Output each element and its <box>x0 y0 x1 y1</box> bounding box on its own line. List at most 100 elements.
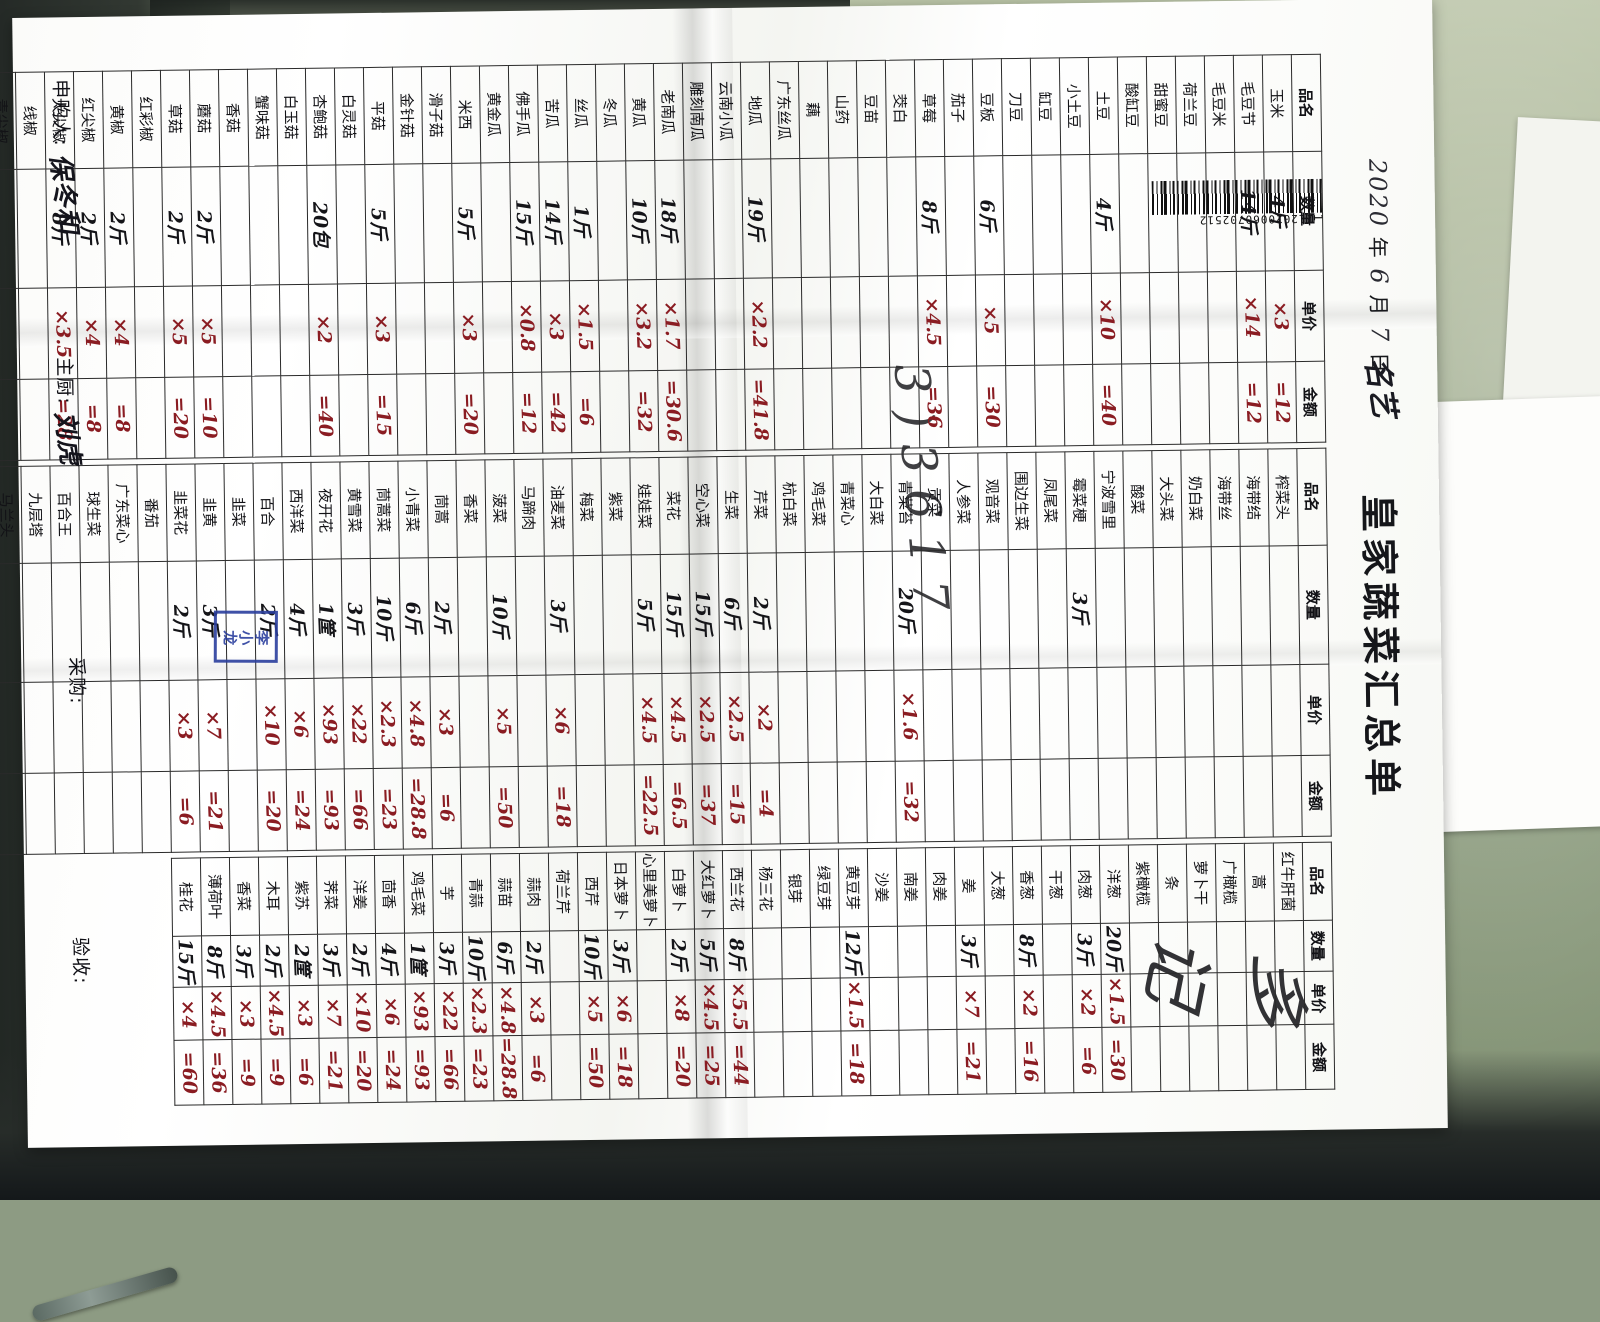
table-row[interactable]: 蒜苗 6斤 ×4.8 =28.8 <box>490 853 523 1101</box>
cell-quantity[interactable] <box>834 551 865 672</box>
cell-unit-price[interactable] <box>337 283 368 375</box>
cell-amount[interactable] <box>141 771 172 853</box>
table-row[interactable]: 萝卜干 <box>1186 843 1219 1092</box>
cell-unit-price[interactable] <box>1270 664 1302 756</box>
cell-quantity[interactable]: 3斤 <box>1066 548 1097 668</box>
cell-quantity[interactable]: 4斤 <box>1263 151 1295 271</box>
table-row[interactable]: 香葱 8斤 ×2 =16 <box>1012 846 1045 1094</box>
cell-quantity[interactable]: 2斤 <box>346 933 377 986</box>
cell-amount[interactable]: =12 <box>1266 361 1297 443</box>
cell-amount[interactable]: =32 <box>895 760 926 843</box>
cell-unit-price[interactable]: ×10 <box>1091 273 1122 365</box>
cell-unit-price[interactable] <box>1212 665 1244 757</box>
cell-amount[interactable]: =36 <box>918 366 949 448</box>
table-row[interactable]: 广东丝瓜 <box>769 61 804 450</box>
cell-unit-price[interactable]: ×3 <box>521 982 551 1036</box>
cell-quantity[interactable] <box>335 164 367 284</box>
cell-quantity[interactable]: 3斤 <box>955 924 986 977</box>
cell-quantity[interactable] <box>16 169 48 289</box>
cell-quantity[interactable] <box>1129 922 1160 975</box>
cell-amount[interactable]: =30.6 <box>657 370 688 452</box>
cell-quantity[interactable]: 3斤 <box>317 933 348 986</box>
cell-unit-price[interactable]: ×22 <box>434 983 464 1038</box>
table-row[interactable]: 空心菜 15斤 ×2.5 =37 <box>687 456 723 846</box>
cell-amount[interactable] <box>773 368 804 450</box>
cell-amount[interactable] <box>228 770 259 852</box>
cell-amount[interactable] <box>1156 757 1187 839</box>
table-row[interactable]: 刀豆 <box>1001 58 1036 447</box>
cell-unit-price[interactable] <box>23 681 55 774</box>
cell-unit-price[interactable] <box>714 278 745 370</box>
cell-quantity[interactable] <box>1158 921 1189 974</box>
cell-amount[interactable]: =16 <box>1014 1028 1045 1094</box>
table-row[interactable]: 黄雪菜 3斤 ×22 =66 <box>339 461 375 850</box>
cell-amount[interactable] <box>135 377 166 459</box>
table-row[interactable]: 人参菜 <box>948 453 984 842</box>
table-row[interactable]: 佛手瓜 15斤 ×0.8 =12 <box>508 65 543 454</box>
cell-amount[interactable]: =24 <box>286 769 317 851</box>
cell-unit-price[interactable] <box>1159 973 1189 1027</box>
cell-quantity[interactable] <box>1042 923 1073 976</box>
table-row[interactable]: 缸豆 <box>1030 57 1065 447</box>
cell-amount[interactable]: =18 <box>608 1034 639 1100</box>
cell-quantity[interactable]: 2斤 <box>428 557 459 677</box>
cell-quantity[interactable]: 3斤 <box>1071 922 1102 976</box>
cell-unit-price[interactable] <box>395 282 426 375</box>
cell-unit-price[interactable]: ×4.5 <box>917 275 948 367</box>
table-row[interactable]: 土豆 4斤 ×10 =40 <box>1088 57 1123 446</box>
table-row[interactable]: 黄金瓜 <box>479 65 514 454</box>
cell-quantity[interactable] <box>1176 152 1208 273</box>
cell-unit-price[interactable]: ×7 <box>318 985 348 1039</box>
table-row[interactable]: 酸菜 <box>1122 450 1158 839</box>
table-row[interactable]: 凤尾菜 <box>1035 451 1071 841</box>
table-row[interactable]: 茭白 <box>885 59 920 449</box>
cell-amount[interactable] <box>869 1030 900 1096</box>
table-row[interactable]: 香菜 <box>455 459 491 849</box>
cell-unit-price[interactable] <box>772 277 803 369</box>
cell-unit-price[interactable] <box>1217 972 1247 1027</box>
table-row[interactable]: 日本萝卜 3斤 ×6 =18 <box>606 851 639 1100</box>
table-row[interactable]: 白玉菇 <box>276 68 311 457</box>
cell-quantity[interactable] <box>1147 153 1179 273</box>
cell-unit-price[interactable]: ×3 <box>289 985 319 1040</box>
cell-quantity[interactable]: 5斤 <box>694 928 725 981</box>
cell-unit-price[interactable] <box>279 284 310 376</box>
cell-amount[interactable] <box>1185 756 1216 839</box>
cell-quantity[interactable] <box>1031 154 1063 275</box>
cell-quantity[interactable] <box>857 157 889 277</box>
cell-unit-price[interactable]: ×0.8 <box>511 281 542 373</box>
cell-amount[interactable]: =30 <box>976 365 1007 448</box>
cell-amount[interactable] <box>425 373 456 455</box>
cell-unit-price[interactable] <box>777 671 809 763</box>
table-row[interactable]: 小青菜 6斤 ×4.8 =28.8 <box>397 460 433 850</box>
cell-unit-price[interactable] <box>18 288 49 380</box>
table-row[interactable]: 雕刻南瓜 <box>682 62 717 452</box>
table-row[interactable]: 草莓 8斤 ×4.5 =36 <box>914 59 949 448</box>
cell-amount[interactable] <box>550 1035 581 1101</box>
cell-unit-price[interactable] <box>980 668 1012 760</box>
cell-amount[interactable] <box>947 366 978 448</box>
cell-quantity[interactable] <box>636 929 667 982</box>
cell-amount[interactable] <box>1188 1026 1219 1092</box>
table-row[interactable]: 冬瓜 <box>595 63 630 453</box>
cell-quantity[interactable] <box>712 159 744 279</box>
cell-quantity[interactable] <box>1205 152 1237 272</box>
cell-unit-price[interactable] <box>482 281 513 373</box>
cell-unit-price[interactable] <box>1188 973 1218 1027</box>
cell-unit-price[interactable]: ×4.5 <box>695 980 725 1034</box>
table-row[interactable]: 老南瓜 18斤 ×1.7 =30.6 <box>653 63 688 452</box>
table-row[interactable]: 大葱 <box>983 846 1016 1094</box>
cell-unit-price[interactable] <box>250 284 281 377</box>
cell-unit-price[interactable]: ×4.5 <box>202 986 232 1041</box>
cell-unit-price[interactable]: ×1.5 <box>840 978 870 1032</box>
cell-quantity[interactable]: 20斤 <box>1100 922 1131 975</box>
table-row[interactable]: 甜蜜豆 <box>1146 56 1181 445</box>
cell-unit-price[interactable]: ×6 <box>284 678 316 770</box>
cell-unit-price[interactable]: ×6 <box>545 674 577 767</box>
cell-quantity[interactable] <box>683 159 715 280</box>
cell-amount[interactable] <box>889 366 920 449</box>
cell-amount[interactable]: =66 <box>434 1036 465 1102</box>
table-row[interactable]: 大红萝卜 5斤 ×4.5 =25 <box>693 850 726 1099</box>
cell-unit-price[interactable]: ×8 <box>666 980 696 1034</box>
cell-amount[interactable] <box>1069 758 1100 840</box>
